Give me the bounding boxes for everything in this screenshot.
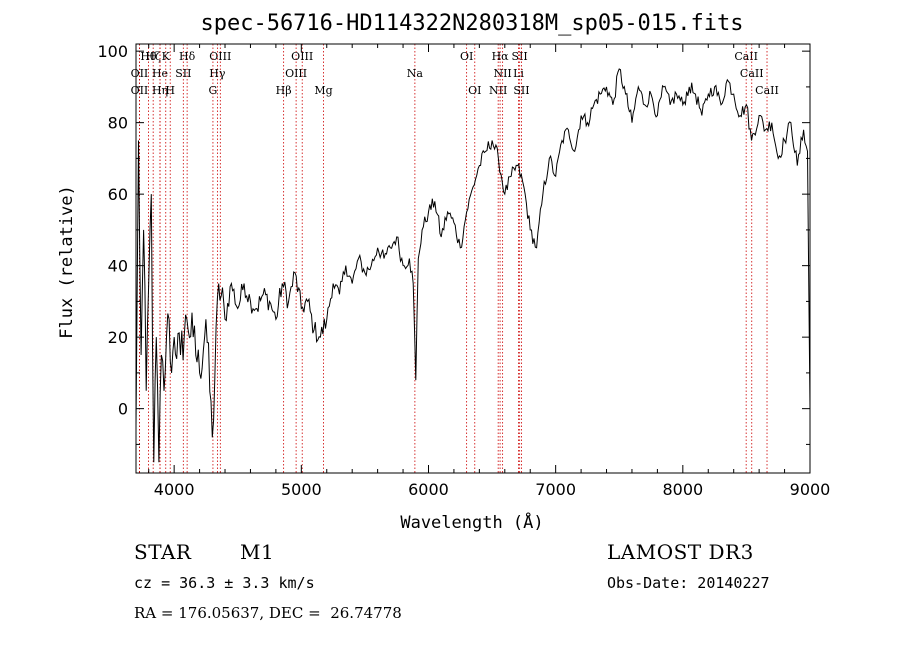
plot-frame <box>135 43 811 474</box>
y-tick-label: 60 <box>108 185 128 204</box>
y-axis-label: Flux (relative) <box>57 185 77 339</box>
line-marker-label: OI <box>468 84 481 97</box>
line-marker-label: Hα <box>492 50 510 63</box>
line-marker-label: Na <box>407 67 424 80</box>
y-axis: 0 20 40 60 80 100 <box>97 42 810 445</box>
line-marker-label: OII <box>131 84 149 97</box>
x-tick-label: 8000 <box>662 480 703 499</box>
line-marker-label: OI <box>460 50 473 63</box>
coordinates: RA = 176.05637, DEC = 26.74778 <box>134 604 402 622</box>
line-marker-label: OIII <box>285 67 307 80</box>
line-marker-label: CaII <box>734 50 758 63</box>
line-marker-label: CaII <box>740 67 764 80</box>
observation-date: Obs-Date: 20140227 <box>607 574 770 592</box>
object-class: STAR <box>134 540 192 564</box>
line-marker-label: SII <box>513 84 529 97</box>
x-tick-label: 4000 <box>154 480 195 499</box>
y-tick-label: 40 <box>108 257 128 276</box>
line-marker-label: Mg <box>314 84 332 97</box>
y-tick-label: 20 <box>108 328 128 347</box>
redshift-velocity: cz = 36.3 ± 3.3 km/s <box>134 574 315 592</box>
line-marker-label: Hγ <box>209 67 226 80</box>
line-marker-label: OIII <box>209 50 231 63</box>
line-marker-label: OIII <box>291 50 313 63</box>
y-tick-label: 80 <box>108 114 128 133</box>
chart-title: spec-56716-HD114322N280318M_sp05-015.fit… <box>200 11 743 36</box>
line-marker-label: CaII <box>755 84 779 97</box>
x-axis-label: Wavelength (Å) <box>400 511 543 533</box>
survey-name: LAMOST DR3 <box>607 540 754 564</box>
x-tick-label: 9000 <box>790 480 831 499</box>
line-marker-label: Li <box>513 67 524 80</box>
line-marker-label: H <box>165 84 175 97</box>
x-tick-label: 6000 <box>408 480 449 499</box>
line-marker-label: G <box>209 84 218 97</box>
line-marker-label: NII <box>489 84 507 97</box>
line-marker-label: Hβ <box>276 84 292 97</box>
x-tick-label: 7000 <box>535 480 576 499</box>
line-marker-label: NII <box>493 67 511 80</box>
y-tick-label: 0 <box>118 400 128 419</box>
x-axis: 4000 5000 6000 7000 8000 9000 <box>148 44 831 499</box>
spectrum-line <box>135 68 811 463</box>
line-marker-label: K <box>162 50 171 63</box>
object-subclass: M1 <box>240 540 275 564</box>
line-marker-label: Hη <box>152 84 168 97</box>
x-tick-label: 5000 <box>281 480 322 499</box>
line-marker-label: SII <box>512 50 528 63</box>
line-marker-label: Hζ <box>145 50 161 63</box>
line-marker-label: Hδ <box>179 50 196 63</box>
line-marker-label: Hθ <box>140 50 157 63</box>
line-marker-label: SII <box>175 67 191 80</box>
y-tick-label: 100 <box>97 42 128 61</box>
